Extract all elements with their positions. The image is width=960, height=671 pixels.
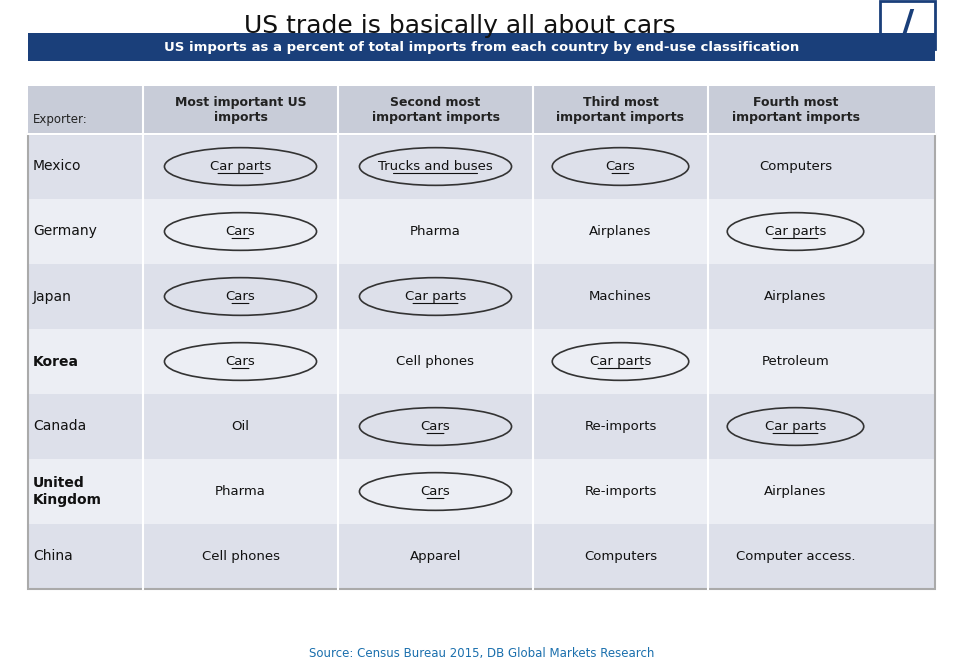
Text: Most important US
imports: Most important US imports xyxy=(175,96,306,124)
FancyBboxPatch shape xyxy=(28,264,935,329)
Text: Cars: Cars xyxy=(420,485,450,498)
Text: Second most
important imports: Second most important imports xyxy=(372,96,499,124)
Text: Cars: Cars xyxy=(226,290,255,303)
Text: Japan: Japan xyxy=(33,289,72,303)
Text: Exporter:: Exporter: xyxy=(33,113,87,126)
Text: Trucks and buses: Trucks and buses xyxy=(378,160,492,173)
FancyBboxPatch shape xyxy=(880,1,935,49)
Text: US imports as a percent of total imports from each country by end-use classifica: US imports as a percent of total imports… xyxy=(164,40,799,54)
Text: /: / xyxy=(900,8,914,42)
FancyBboxPatch shape xyxy=(28,394,935,459)
Text: Cell phones: Cell phones xyxy=(202,550,279,563)
Text: Pharma: Pharma xyxy=(410,225,461,238)
Text: Machines: Machines xyxy=(589,290,652,303)
Text: United
Kingdom: United Kingdom xyxy=(33,476,102,507)
FancyBboxPatch shape xyxy=(28,86,935,134)
Text: Korea: Korea xyxy=(33,354,79,368)
Text: Computer access.: Computer access. xyxy=(735,550,855,563)
Text: China: China xyxy=(33,550,73,564)
Text: Car parts: Car parts xyxy=(765,420,827,433)
Text: Airplanes: Airplanes xyxy=(589,225,652,238)
Text: Cars: Cars xyxy=(226,225,255,238)
Text: Computers: Computers xyxy=(584,550,657,563)
Text: Apparel: Apparel xyxy=(410,550,461,563)
Text: Canada: Canada xyxy=(33,419,86,433)
Text: Re-imports: Re-imports xyxy=(585,420,657,433)
FancyBboxPatch shape xyxy=(28,33,935,61)
Text: Cell phones: Cell phones xyxy=(396,355,474,368)
Text: Cars: Cars xyxy=(420,420,450,433)
FancyBboxPatch shape xyxy=(28,329,935,394)
Text: Petroleum: Petroleum xyxy=(761,355,829,368)
Text: Airplanes: Airplanes xyxy=(764,485,827,498)
Text: Third most
important imports: Third most important imports xyxy=(557,96,684,124)
Text: Source: Census Bureau 2015, DB Global Markets Research: Source: Census Bureau 2015, DB Global Ma… xyxy=(309,646,654,660)
Text: Re-imports: Re-imports xyxy=(585,485,657,498)
FancyBboxPatch shape xyxy=(28,459,935,524)
Text: US trade is basically all about cars: US trade is basically all about cars xyxy=(244,14,676,38)
Text: Computers: Computers xyxy=(759,160,832,173)
Text: Fourth most
important imports: Fourth most important imports xyxy=(732,96,859,124)
Text: Mexico: Mexico xyxy=(33,160,82,174)
Text: Pharma: Pharma xyxy=(215,485,266,498)
Text: Germany: Germany xyxy=(33,225,97,238)
Text: Cars: Cars xyxy=(606,160,636,173)
Text: Airplanes: Airplanes xyxy=(764,290,827,303)
Text: Car parts: Car parts xyxy=(405,290,467,303)
Text: Car parts: Car parts xyxy=(765,225,827,238)
FancyBboxPatch shape xyxy=(28,524,935,589)
Text: Cars: Cars xyxy=(226,355,255,368)
Text: Car parts: Car parts xyxy=(210,160,271,173)
Text: Car parts: Car parts xyxy=(589,355,651,368)
Text: Oil: Oil xyxy=(231,420,250,433)
FancyBboxPatch shape xyxy=(28,199,935,264)
FancyBboxPatch shape xyxy=(28,134,935,199)
